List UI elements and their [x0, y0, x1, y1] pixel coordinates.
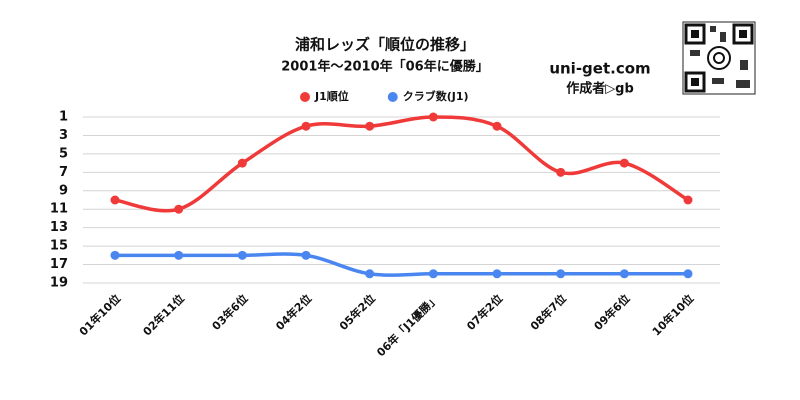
data-point	[174, 250, 184, 260]
series-line	[114, 115, 689, 213]
qr-code	[682, 21, 756, 95]
legend-label: J1順位	[314, 89, 349, 103]
data-point	[237, 158, 247, 168]
data-point	[301, 121, 311, 131]
y-tick-label: 9	[59, 183, 68, 198]
data-point	[619, 269, 629, 279]
data-point	[492, 269, 502, 279]
data-point	[556, 167, 566, 177]
y-tick-label: 17	[50, 257, 68, 272]
y-tick-label: 15	[50, 239, 68, 254]
data-point	[365, 269, 375, 279]
y-tick-label: 13	[50, 220, 68, 235]
chart-title: 浦和レッズ「順位の推移」	[295, 36, 475, 54]
author: 作成者▷gb	[566, 81, 634, 97]
y-tick-label: 11	[50, 202, 68, 217]
data-point	[301, 250, 311, 260]
data-point	[174, 204, 184, 214]
data-point	[365, 121, 375, 131]
series-line	[115, 252, 688, 277]
y-tick-label: 3	[59, 128, 68, 143]
chart-subtitle: 2001年～2010年「06年に優勝」	[281, 59, 488, 75]
data-point	[237, 250, 247, 260]
data-point	[556, 269, 566, 279]
y-tick-label: 1	[59, 110, 68, 125]
legend-label: クラブ数(J1)	[403, 89, 469, 103]
y-tick-label: 7	[59, 165, 68, 180]
data-point	[110, 250, 120, 260]
data-point	[428, 112, 438, 122]
data-point	[428, 269, 438, 279]
data-point	[683, 269, 693, 279]
data-point	[492, 121, 502, 131]
legend-marker	[387, 92, 398, 102]
y-tick-label: 5	[59, 146, 68, 161]
data-point	[683, 195, 693, 205]
y-tick-label: 19	[50, 276, 68, 291]
legend-marker	[300, 92, 310, 102]
data-point	[619, 158, 629, 168]
site-name: uni-get.com	[549, 60, 650, 78]
data-point	[110, 195, 120, 205]
